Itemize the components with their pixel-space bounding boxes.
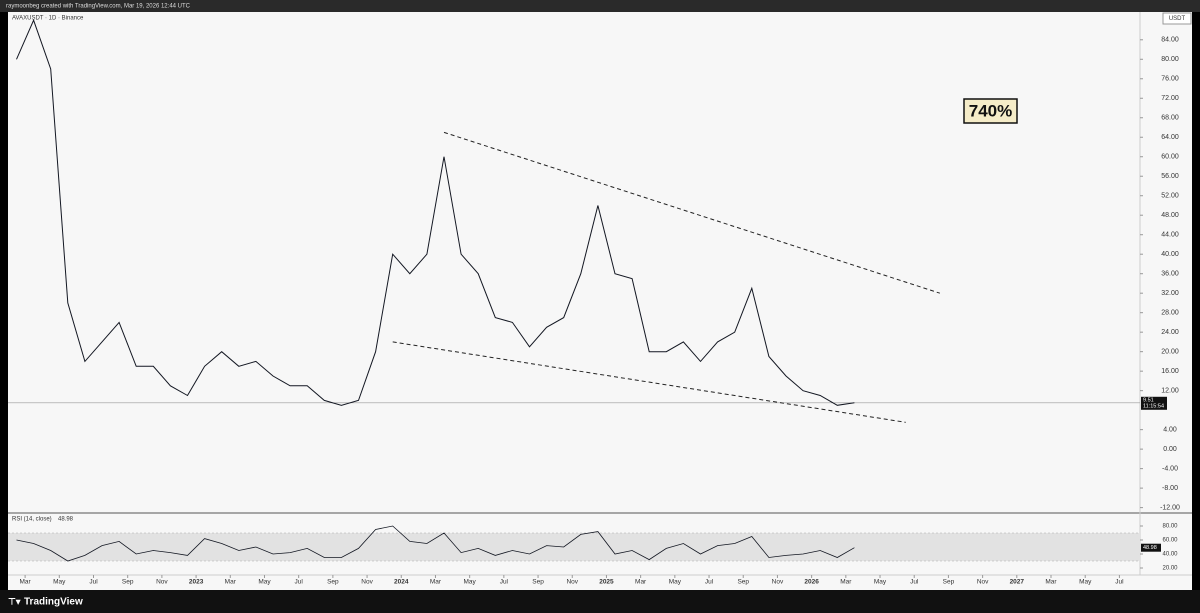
y-tick-label: 36.00 xyxy=(1161,271,1179,278)
x-tick-label: Sep xyxy=(122,579,134,586)
rsi-band xyxy=(8,532,1140,561)
x-tick-label: Sep xyxy=(737,579,749,586)
credit: raymoonbeg created with TradingView.com,… xyxy=(6,4,191,10)
x-tick-label: 2027 xyxy=(1010,579,1025,586)
x-tick-label: Nov xyxy=(772,579,784,586)
last-price-tag xyxy=(1141,396,1167,410)
x-tick-label: Sep xyxy=(943,579,955,586)
x-tick-label: May xyxy=(258,579,271,586)
x-tick-label: Nov xyxy=(156,579,168,586)
y-tick-label: 20.00 xyxy=(1161,349,1179,356)
x-tick-label: 2026 xyxy=(804,579,819,586)
brand: TradingView xyxy=(24,597,83,608)
y-tick-label: 0.00 xyxy=(1163,446,1177,453)
rsi-y-tick-label: 80.00 xyxy=(1162,524,1178,530)
y-tick-label: 24.00 xyxy=(1161,329,1179,336)
axis-unit: USDT xyxy=(1169,16,1186,22)
y-tick-label: 28.00 xyxy=(1161,310,1179,317)
y-tick-label: 44.00 xyxy=(1161,232,1179,239)
rsi-y-tick-label: 60.00 xyxy=(1162,538,1178,544)
x-tick-label: 2023 xyxy=(189,579,204,586)
x-tick-label: Mar xyxy=(635,579,647,586)
y-tick-label: 64.00 xyxy=(1161,134,1179,141)
unit-box xyxy=(1162,12,1192,25)
y-tick-label: 52.00 xyxy=(1161,193,1179,200)
x-tick-label: 2024 xyxy=(394,579,409,586)
x-tick-label: May xyxy=(669,579,682,586)
y-tick-label: -4.00 xyxy=(1162,465,1178,472)
x-tick-label: Mar xyxy=(840,579,852,586)
x-tick-label: Mar xyxy=(1045,579,1057,586)
last-price-label: 9.51 xyxy=(1143,398,1154,404)
countdown: 11:15:54 xyxy=(1143,404,1164,410)
rsi-y-tick-label: 20.00 xyxy=(1162,566,1178,572)
rsi-title: RSI (14, close) xyxy=(12,517,52,523)
x-tick-label: Nov xyxy=(566,579,578,586)
y-tick-label: 60.00 xyxy=(1161,154,1179,161)
x-tick-label: 2025 xyxy=(599,579,614,586)
y-tick-label: 40.00 xyxy=(1161,251,1179,258)
rsi-last-label: 48.98 xyxy=(1143,545,1157,551)
y-tick-label: 76.00 xyxy=(1161,76,1179,83)
x-tick-label: May xyxy=(53,579,66,586)
x-tick-label: Nov xyxy=(977,579,989,586)
y-tick-label: 72.00 xyxy=(1161,95,1179,102)
x-tick-label: Jul xyxy=(500,579,509,586)
y-tick-label: 84.00 xyxy=(1161,37,1179,44)
trendline xyxy=(392,341,906,423)
x-tick-label: Mar xyxy=(19,579,31,586)
x-tick-label: Jul xyxy=(1115,579,1124,586)
y-tick-label: 4.00 xyxy=(1163,426,1177,433)
x-tick-label: Jul xyxy=(89,579,98,586)
rsi-y-tick-label: 40.00 xyxy=(1162,552,1178,558)
x-tick-label: Mar xyxy=(430,579,442,586)
rsi-last-tag xyxy=(1141,543,1161,552)
symbol-legend: AVAXUSDT · 1D · Binance xyxy=(12,16,84,22)
y-tick-label: 32.00 xyxy=(1161,290,1179,297)
x-tick-label: May xyxy=(1079,579,1092,586)
y-tick-label: 48.00 xyxy=(1161,212,1179,219)
y-tick-label: 16.00 xyxy=(1161,368,1179,375)
x-tick-label: Jul xyxy=(910,579,919,586)
annotation-box xyxy=(963,98,1018,124)
y-tick-label: -12.00 xyxy=(1160,504,1180,511)
x-tick-label: Jul xyxy=(295,579,304,586)
x-tick-label: May xyxy=(464,579,477,586)
x-tick-label: Jul xyxy=(705,579,714,586)
trendline xyxy=(443,131,941,294)
y-tick-label: 12.00 xyxy=(1161,387,1179,394)
price-line xyxy=(16,18,855,406)
annotation: 740% xyxy=(969,101,1012,120)
rsi-value: 48.98 xyxy=(58,517,74,523)
y-tick-label: -8.00 xyxy=(1162,485,1178,492)
y-tick-label: 56.00 xyxy=(1161,173,1179,180)
x-tick-label: Sep xyxy=(532,579,544,586)
y-tick-label: 80.00 xyxy=(1161,56,1179,63)
x-tick-label: Sep xyxy=(327,579,339,586)
rsi-line xyxy=(16,525,855,562)
x-tick-label: May xyxy=(874,579,887,586)
y-tick-label: 68.00 xyxy=(1161,115,1179,122)
x-tick-label: Mar xyxy=(225,579,237,586)
brand-logo: ⊤▾ xyxy=(8,596,21,606)
x-tick-label: Nov xyxy=(361,579,373,586)
footer-bar xyxy=(0,590,1200,613)
header-bar xyxy=(0,0,1200,12)
